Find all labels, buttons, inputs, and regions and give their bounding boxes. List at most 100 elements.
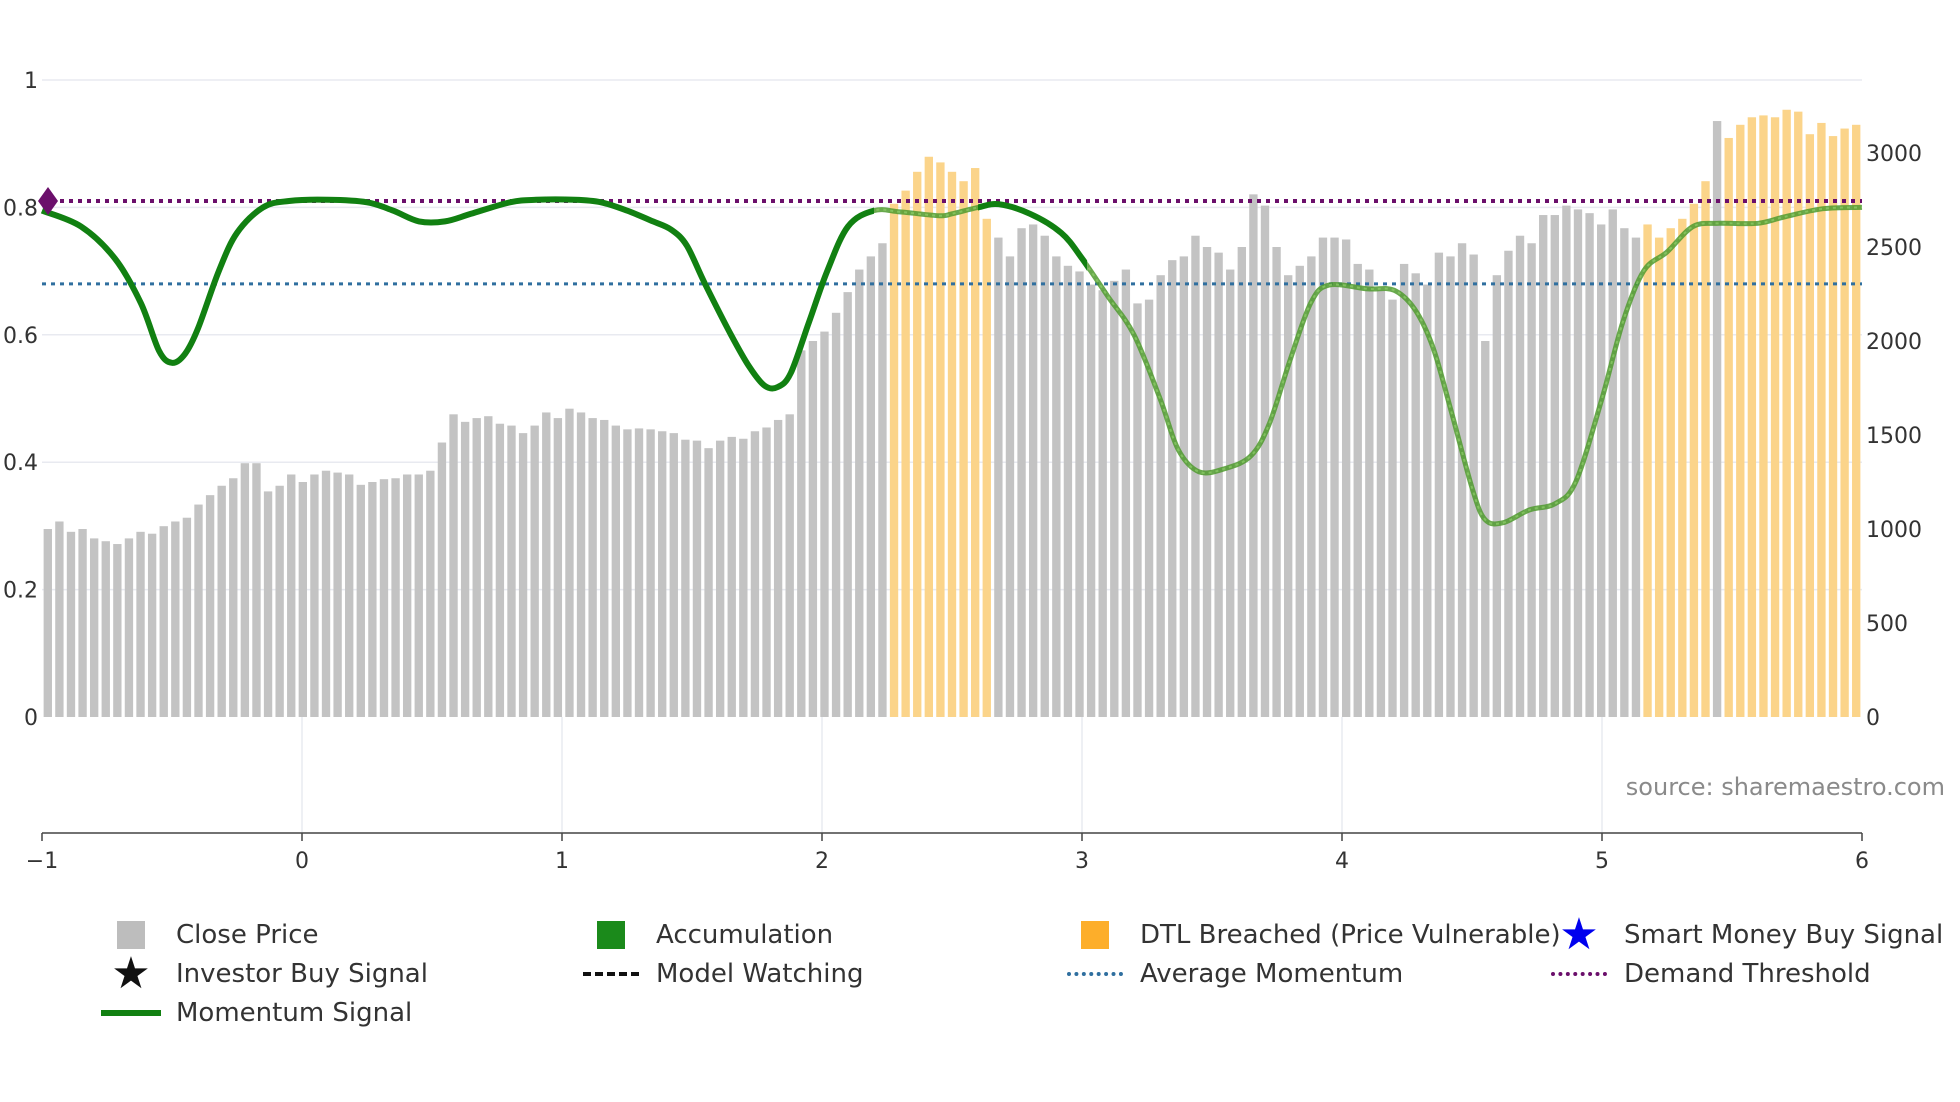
close-price-bar [1457, 243, 1467, 718]
dtl-bar [936, 162, 945, 717]
dtl-bar [971, 168, 980, 718]
dtl-bar [1852, 124, 1861, 718]
y-right-tick-label: 1000 [1866, 518, 1922, 543]
close-price-bar [1028, 224, 1038, 717]
black-star-icon: ★ [111, 948, 151, 999]
x-tick-label: 0 [295, 849, 309, 874]
x-tick-label: 4 [1335, 849, 1349, 874]
dtl-bar [1828, 136, 1838, 717]
close-price-bar [414, 474, 423, 717]
close-price-bar [1341, 239, 1351, 718]
dtl-bar [1736, 124, 1745, 718]
close-price-bar [1226, 269, 1235, 717]
close-price-bar [831, 312, 841, 717]
close-price-bar [1365, 269, 1374, 717]
close-price-bar [1202, 247, 1212, 717]
close-price-bar [78, 529, 87, 717]
dtl-bar [1794, 111, 1803, 717]
close-price-bar [542, 412, 551, 717]
close-price-bar [55, 521, 64, 717]
dtl-bar [947, 171, 957, 718]
close-price-bar [1086, 284, 1096, 717]
close-price-bar [1573, 209, 1583, 717]
legend-close-price[interactable]: Close Price [98, 917, 319, 953]
close-price-bar [773, 419, 783, 717]
dtl-bar [1701, 181, 1710, 717]
legend-investor-buy[interactable]: ★ Investor Buy Signal [98, 948, 428, 999]
chart: −1 0 1 2 3 4 5 6 0 0.2 0.4 0.6 0.8 1 0 500 1000 1500 2000 2… [3, 69, 1945, 874]
legend-dtl-breached[interactable]: DTL Breached (Price Vulnerable) [1062, 917, 1561, 953]
source-label: source: sharemaestro.com [1626, 773, 1945, 801]
close-price-bar [808, 341, 818, 717]
dtl-bar [924, 156, 933, 717]
close-price-bar [623, 429, 632, 717]
close-price-bar [379, 479, 389, 717]
y-left-tick-label: 0.2 [3, 579, 38, 604]
close-price-bar [171, 521, 180, 717]
dtl-bar [889, 203, 899, 717]
close-price-bar [298, 482, 307, 717]
close-price-bar [1052, 256, 1061, 717]
dotted-line-blue-icon [1067, 972, 1123, 976]
close-price-bar [1133, 303, 1142, 717]
y-left-tick-label: 1 [24, 69, 38, 94]
close-price-bar [1179, 256, 1189, 717]
close-price-bar [1631, 237, 1641, 717]
close-price-bar [66, 531, 76, 717]
dtl-bar [1724, 137, 1733, 717]
momentum-signal-line-faded [874, 196, 1863, 527]
close-price-bar [1168, 260, 1177, 717]
dtl-bar [1666, 228, 1675, 717]
close-price-bar [1353, 263, 1362, 717]
close-price-bar [634, 428, 644, 717]
close-price-bar [600, 419, 609, 717]
close-price-bar [1284, 275, 1293, 717]
close-price-bar [739, 438, 748, 717]
close-price-bar [472, 418, 481, 717]
close-price-bar [1214, 252, 1223, 717]
close-price-bar [1063, 265, 1073, 717]
legend-accumulation[interactable]: Accumulation [578, 917, 833, 953]
legend-momentum-signal[interactable]: Momentum Signal [98, 995, 412, 1031]
close-price-bar [426, 470, 435, 717]
y-right-tick-label: 3000 [1866, 142, 1922, 167]
close-price-bar [263, 491, 273, 717]
close-price-bar [658, 431, 667, 717]
close-price-bar [194, 504, 203, 717]
close-price-bar [495, 423, 505, 717]
close-price-bar [333, 472, 342, 717]
y-right-tick-label: 2500 [1866, 236, 1922, 261]
legend-label: Momentum Signal [176, 998, 413, 1028]
close-price-bar [437, 442, 447, 717]
close-price-bar [1446, 256, 1455, 717]
dtl-bar [901, 190, 910, 718]
x-tick-label: −1 [26, 849, 58, 874]
dtl-bar [959, 181, 968, 717]
legend-label: Accumulation [656, 920, 834, 950]
chart-lines [38, 187, 1863, 527]
legend-label: Smart Money Buy Signal [1624, 920, 1944, 950]
x-tick-label: 3 [1075, 849, 1089, 874]
legend-average-momentum[interactable]: Average Momentum [1062, 956, 1403, 992]
legend-label: DTL Breached (Price Vulnerable) [1140, 920, 1561, 950]
close-price-bar [1098, 290, 1107, 717]
legend-smart-money-buy[interactable]: ★ Smart Money Buy Signal [1546, 909, 1944, 960]
close-price-bar [345, 474, 354, 717]
close-price-bar [1144, 299, 1154, 717]
x-tick-label: 2 [815, 849, 829, 874]
y-right-tick-label: 2000 [1866, 330, 1922, 355]
close-price-bar [1597, 224, 1606, 717]
legend-demand-threshold[interactable]: Demand Threshold [1546, 956, 1871, 992]
close-price-bar [518, 433, 528, 717]
close-price-bar [611, 425, 620, 717]
close-price-bar [750, 431, 760, 717]
close-price-bar [553, 418, 563, 717]
dtl-bar [1689, 203, 1699, 717]
close-price-bar [820, 331, 829, 717]
blue-star-icon: ★ [1559, 909, 1599, 960]
close-price-bar [530, 425, 539, 717]
dtl-bar [1759, 115, 1768, 717]
close-price-bar [1550, 215, 1559, 718]
legend-model-watching[interactable]: Model Watching [578, 956, 863, 992]
close-price-bar [1017, 228, 1026, 717]
